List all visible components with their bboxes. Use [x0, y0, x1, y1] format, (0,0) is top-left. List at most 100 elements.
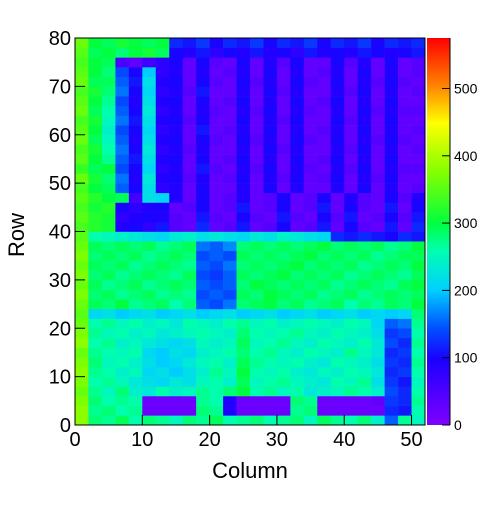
heatmap-cell — [236, 405, 251, 416]
heatmap-cell — [88, 405, 103, 416]
heatmap-cell — [128, 202, 143, 213]
heatmap-cell — [88, 192, 103, 203]
heatmap-cell — [155, 163, 170, 174]
heatmap-cell — [384, 183, 399, 194]
heatmap-cell — [101, 86, 116, 97]
heatmap-cell — [196, 366, 210, 377]
heatmap-cell — [75, 57, 89, 68]
heatmap-cell — [169, 386, 183, 397]
heatmap-cell — [357, 38, 372, 48]
heatmap-cell — [317, 289, 332, 300]
heatmap-cell — [263, 395, 278, 406]
heatmap-cell — [115, 105, 130, 116]
heatmap-cell — [263, 405, 278, 416]
heatmap-cell — [169, 250, 183, 261]
heatmap-cell — [101, 366, 116, 377]
heatmap-cell — [155, 144, 170, 155]
heatmap-cell — [344, 115, 358, 126]
heatmap-cell — [250, 202, 264, 213]
heatmap-cell — [290, 173, 305, 184]
heatmap-cell — [371, 318, 385, 329]
heatmap-cell — [411, 366, 426, 377]
heatmap-cell — [182, 415, 197, 426]
heatmap-cell — [250, 299, 264, 310]
heatmap-cell — [344, 308, 358, 319]
heatmap-cell — [155, 67, 170, 77]
heatmap-cell — [88, 163, 103, 174]
heatmap-cell — [303, 376, 318, 387]
heatmap-cell — [169, 308, 183, 319]
heatmap-cell — [290, 337, 305, 348]
heatmap-cell — [303, 183, 318, 194]
heatmap-cell — [196, 231, 210, 242]
heatmap-cell — [209, 289, 224, 300]
heatmap-cell — [250, 163, 264, 174]
heatmap-cell — [128, 241, 143, 252]
heatmap-cell — [276, 76, 291, 87]
heatmap-cell — [209, 279, 224, 290]
heatmap-cell — [155, 202, 170, 213]
heatmap-cell — [88, 318, 103, 329]
heatmap-cell — [357, 96, 372, 107]
heatmap-cell — [223, 299, 237, 310]
heatmap-cell — [263, 115, 278, 126]
heatmap-cell — [344, 86, 358, 97]
heatmap-cell — [88, 299, 103, 310]
heatmap-cell — [142, 163, 157, 174]
heatmap-cell — [236, 96, 251, 107]
heatmap-cell — [263, 279, 278, 290]
heatmap-cell — [290, 386, 305, 397]
heatmap-cell — [344, 328, 358, 339]
heatmap-cell — [142, 231, 157, 242]
heatmap-cell — [115, 57, 130, 68]
heatmap-cell — [384, 270, 399, 281]
heatmap-cell — [411, 192, 426, 203]
heatmap-cell — [223, 289, 237, 300]
heatmap-cell — [411, 134, 426, 145]
heatmap-cell — [101, 318, 116, 329]
heatmap-cell — [357, 76, 372, 87]
heatmap-cell — [182, 163, 197, 174]
heatmap-cell — [115, 202, 130, 213]
heatmap-cell — [371, 347, 385, 358]
heatmap-cell — [88, 115, 103, 126]
heatmap-cell — [142, 67, 157, 77]
heatmap-cell — [209, 405, 224, 416]
heatmap-cell — [398, 405, 412, 416]
x-tick-label: 20 — [198, 429, 220, 451]
heatmap-cell — [398, 192, 412, 203]
heatmap-cell — [344, 250, 358, 261]
heatmap-cell — [236, 241, 251, 252]
heatmap-cell — [223, 357, 237, 368]
heatmap-cell — [290, 134, 305, 145]
heatmap-cell — [263, 299, 278, 310]
heatmap-cell — [357, 67, 372, 77]
heatmap-cell — [169, 212, 183, 223]
heatmap-cell — [196, 105, 210, 116]
y-tick-label: 80 — [49, 28, 71, 50]
heatmap-cell — [317, 405, 332, 416]
heatmap-cell — [142, 270, 157, 281]
heatmap-cell — [236, 202, 251, 213]
heatmap-cell — [357, 163, 372, 174]
heatmap-cell — [209, 212, 224, 223]
heatmap-cell — [182, 279, 197, 290]
heatmap-cell — [317, 415, 332, 426]
heatmap-cell — [115, 154, 130, 165]
heatmap-cell — [371, 192, 385, 203]
heatmap-cell — [88, 337, 103, 348]
heatmap-cell — [303, 405, 318, 416]
heatmap-cell — [250, 38, 264, 48]
heatmap-cell — [371, 395, 385, 406]
heatmap-cell — [263, 134, 278, 145]
heatmap-cell — [263, 76, 278, 87]
heatmap-cell — [155, 183, 170, 194]
heatmap-cell — [330, 366, 345, 377]
heatmap-cell — [223, 279, 237, 290]
heatmap-cell — [88, 279, 103, 290]
heatmap-cell — [223, 415, 237, 426]
heatmap-cell — [128, 47, 143, 58]
heatmap-cell — [330, 415, 345, 426]
heatmap-cell — [223, 221, 237, 232]
heatmap-cell — [263, 386, 278, 397]
